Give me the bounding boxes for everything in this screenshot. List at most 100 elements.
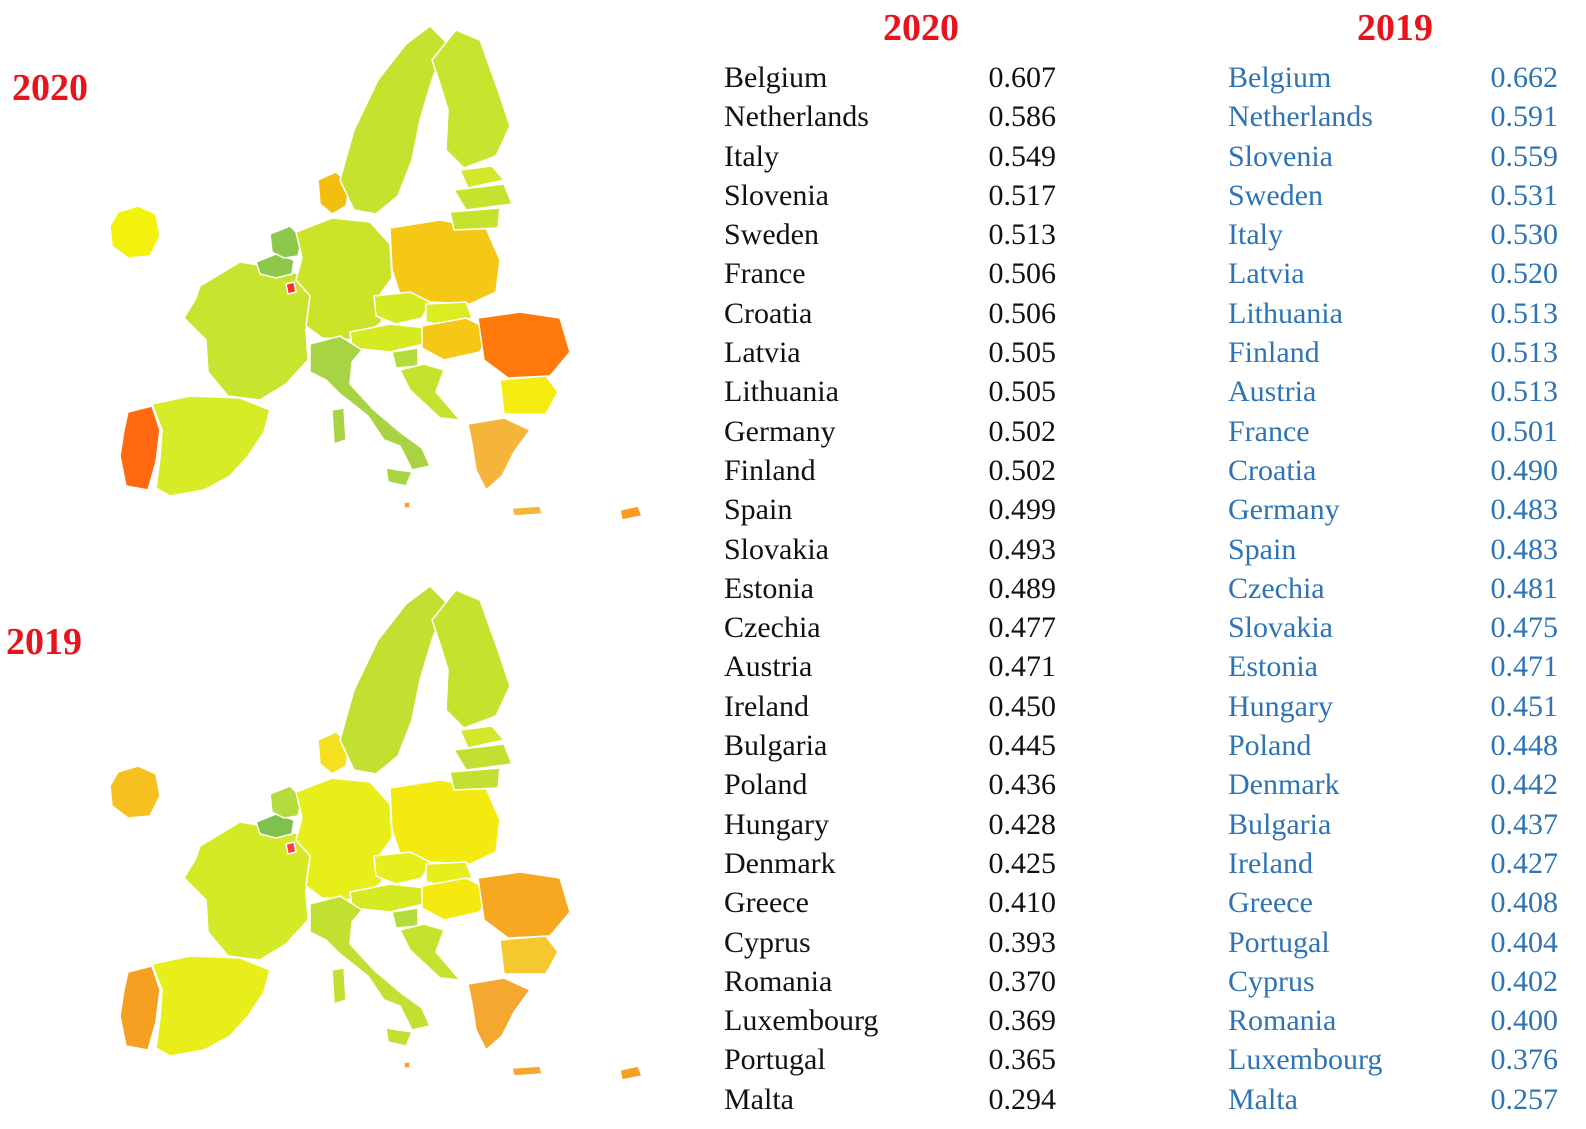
country-score: 0.531 xyxy=(1490,178,1559,212)
country-name: Czechia xyxy=(724,611,821,645)
country-ireland xyxy=(109,765,161,819)
country-romania xyxy=(477,871,571,939)
country-netherlands xyxy=(269,225,303,259)
table-row: Portugal 0.404 xyxy=(1228,923,1568,962)
country-score: 0.437 xyxy=(1490,807,1559,841)
country-score: 0.408 xyxy=(1490,886,1559,920)
country-spain xyxy=(150,395,271,497)
country-score: 0.513 xyxy=(1490,296,1559,330)
country-name: Portugal xyxy=(724,1043,826,1077)
country-name: Czechia xyxy=(1228,571,1325,605)
country-cyprus xyxy=(619,1065,644,1081)
table-row: Germany 0.502 xyxy=(724,412,1064,451)
table-row: Netherlands 0.591 xyxy=(1228,97,1568,136)
table-row: Belgium 0.607 xyxy=(724,58,1064,97)
country-poland xyxy=(389,219,501,305)
country-romania xyxy=(477,311,571,379)
ranking-table-2020: Belgium 0.607 Netherlands 0.586 Italy 0.549 Sl… xyxy=(724,58,1064,1119)
country-score: 0.493 xyxy=(988,532,1057,566)
country-score: 0.607 xyxy=(988,61,1057,94)
country-name: Germany xyxy=(724,414,836,448)
country-name: France xyxy=(724,257,806,291)
table-row: Denmark 0.442 xyxy=(1228,765,1568,804)
country-crete xyxy=(511,505,543,517)
country-name: Slovenia xyxy=(724,178,829,212)
table-row: Portugal 0.365 xyxy=(724,1040,1064,1079)
table-row: Greece 0.410 xyxy=(724,883,1064,922)
table-row: Austria 0.513 xyxy=(1228,372,1568,411)
country-score: 0.505 xyxy=(988,375,1057,409)
country-score: 0.450 xyxy=(988,689,1057,723)
country-name: Spain xyxy=(1228,532,1297,566)
country-score: 0.410 xyxy=(988,886,1057,920)
country-score: 0.513 xyxy=(1490,375,1559,409)
country-estonia xyxy=(458,725,506,749)
country-score: 0.501 xyxy=(1490,414,1559,448)
country-score: 0.506 xyxy=(988,257,1057,291)
country-name: Portugal xyxy=(1228,925,1330,959)
country-name: Ireland xyxy=(1228,846,1313,880)
table-row: Croatia 0.490 xyxy=(1228,451,1568,490)
table-row: Ireland 0.450 xyxy=(724,687,1064,726)
country-croatia xyxy=(398,923,462,981)
country-name: Slovakia xyxy=(724,532,829,566)
country-score: 0.442 xyxy=(1490,768,1559,802)
table-row: Cyprus 0.402 xyxy=(1228,962,1568,1001)
country-score: 0.505 xyxy=(988,336,1057,370)
country-latvia xyxy=(452,183,514,211)
eu-map-svg xyxy=(109,25,644,521)
country-name: France xyxy=(1228,414,1310,448)
table-row: Estonia 0.471 xyxy=(1228,647,1568,686)
eu-map-2020 xyxy=(100,0,660,540)
country-bulgaria xyxy=(499,375,559,415)
country-score: 0.520 xyxy=(1490,257,1559,291)
country-score: 0.662 xyxy=(1490,61,1559,94)
country-name: Malta xyxy=(724,1082,794,1116)
country-name: Sweden xyxy=(1228,178,1323,212)
country-name: Italy xyxy=(1228,218,1283,252)
country-name: Luxembourg xyxy=(1228,1043,1383,1077)
country-finland xyxy=(431,29,511,169)
country-name: Bulgaria xyxy=(1228,807,1332,841)
country-czechia xyxy=(373,291,432,325)
table-row: Slovenia 0.559 xyxy=(1228,137,1568,176)
eu-map-svg xyxy=(109,585,644,1081)
country-score: 0.370 xyxy=(988,964,1057,998)
table-row: Austria 0.471 xyxy=(724,647,1064,686)
country-score: 0.404 xyxy=(1490,925,1559,959)
table-row: Czechia 0.477 xyxy=(724,608,1064,647)
table-row: Finland 0.502 xyxy=(724,451,1064,490)
country-name: Latvia xyxy=(1228,257,1305,291)
country-germany xyxy=(295,217,393,341)
country-name: Finland xyxy=(1228,336,1320,370)
country-score: 0.477 xyxy=(988,611,1057,645)
table-2020-header: 2020 xyxy=(883,7,959,49)
country-name: Croatia xyxy=(1228,453,1317,487)
country-lithuania xyxy=(449,767,501,791)
country-score: 0.490 xyxy=(1490,453,1559,487)
country-score: 0.502 xyxy=(988,414,1057,448)
country-sardinia xyxy=(331,407,347,446)
country-score: 0.436 xyxy=(988,768,1057,802)
country-score: 0.549 xyxy=(988,139,1057,173)
country-name: Sweden xyxy=(724,218,819,252)
ranking-table-2019: Belgium 0.662 Netherlands 0.591 Slovenia 0.55… xyxy=(1228,58,1568,1119)
country-sicily xyxy=(385,467,414,487)
country-name: Hungary xyxy=(1228,689,1333,723)
country-name: Denmark xyxy=(724,846,836,880)
country-name: Malta xyxy=(1228,1082,1298,1116)
country-score: 0.483 xyxy=(1490,532,1559,566)
country-croatia xyxy=(398,363,462,421)
country-score: 0.427 xyxy=(1490,846,1559,880)
table-row: Belgium 0.662 xyxy=(1228,58,1568,97)
country-score: 0.402 xyxy=(1490,964,1559,998)
country-lithuania xyxy=(449,207,501,231)
table-row: Slovenia 0.517 xyxy=(724,176,1064,215)
table-row: Cyprus 0.393 xyxy=(724,923,1064,962)
country-luxembourg xyxy=(285,841,297,855)
country-greece xyxy=(467,977,532,1052)
table-row: Spain 0.499 xyxy=(724,490,1064,529)
country-score: 0.586 xyxy=(988,100,1057,134)
country-luxembourg xyxy=(285,281,297,295)
country-sweden xyxy=(339,585,447,775)
